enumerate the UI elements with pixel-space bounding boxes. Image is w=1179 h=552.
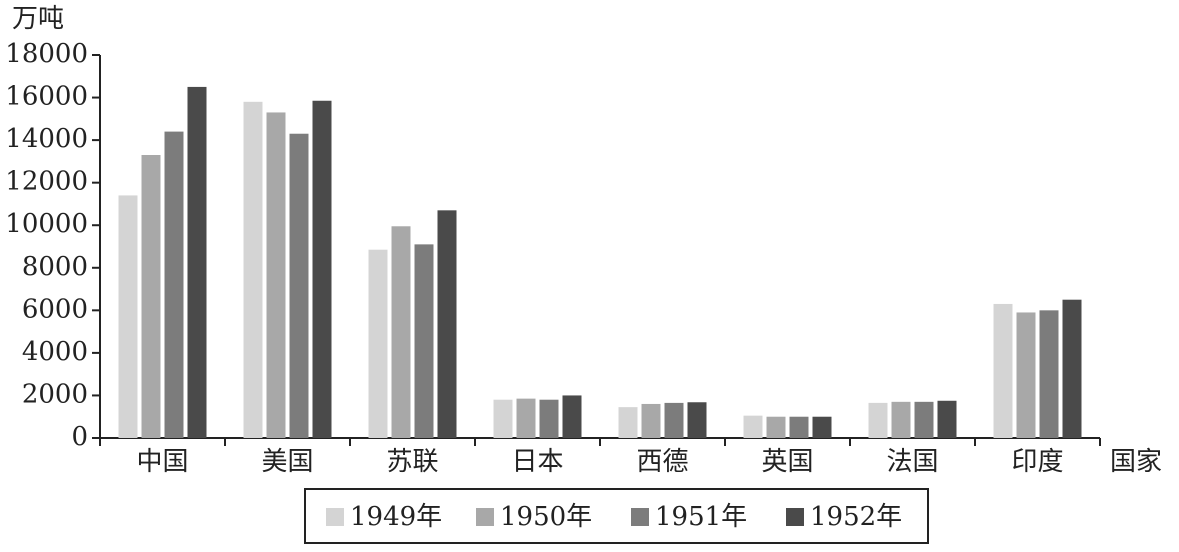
bar	[312, 100, 332, 438]
y-tick-label: 18000	[5, 39, 88, 69]
x-tick-label: 英国	[761, 447, 813, 477]
bar	[539, 399, 559, 438]
legend-swatch	[476, 508, 494, 526]
bar	[789, 416, 809, 438]
bar	[641, 403, 661, 438]
bar	[914, 401, 934, 438]
bar	[562, 395, 582, 438]
bar	[812, 416, 832, 438]
legend-swatch	[326, 508, 344, 526]
y-tick-label: 8000	[22, 252, 88, 282]
bar	[1039, 310, 1059, 438]
x-axis-title: 国家	[1110, 447, 1162, 477]
legend-label: 1952年	[810, 502, 902, 532]
bar	[187, 86, 207, 439]
bar	[368, 249, 388, 438]
bar	[937, 400, 957, 438]
y-tick-label: 12000	[5, 167, 88, 197]
y-tick-label: 4000	[22, 337, 88, 367]
bar	[243, 101, 263, 439]
x-tick-label: 苏联	[386, 447, 438, 477]
bar	[868, 402, 888, 438]
x-tick-label: 法国	[886, 447, 938, 477]
bar	[1062, 299, 1082, 438]
bar	[414, 244, 434, 438]
bar	[141, 155, 161, 438]
bar	[687, 402, 707, 438]
legend-swatch	[786, 508, 804, 526]
bar	[664, 402, 684, 438]
y-tick-label: 2000	[22, 379, 88, 409]
y-axis-title: 万吨	[12, 4, 64, 34]
bar	[118, 195, 138, 438]
bar	[164, 131, 184, 438]
y-tick-label: 6000	[22, 294, 88, 324]
bar	[618, 407, 638, 438]
y-tick-label: 10000	[5, 209, 88, 239]
bar	[743, 415, 763, 438]
x-tick-label: 日本	[511, 447, 563, 477]
legend-label: 1951年	[655, 502, 747, 532]
bar	[993, 303, 1013, 438]
bar	[1016, 312, 1036, 438]
bar	[766, 416, 786, 438]
bar	[437, 210, 457, 438]
legend-box	[304, 488, 929, 544]
bar	[493, 399, 513, 438]
bar	[266, 112, 286, 438]
y-tick-label: 0	[71, 422, 88, 452]
legend-label: 1950年	[500, 502, 592, 532]
x-tick-label: 印度	[1011, 447, 1063, 477]
bar	[391, 226, 411, 438]
x-tick-label: 美国	[261, 447, 313, 477]
bar	[289, 133, 309, 438]
legend-swatch	[631, 508, 649, 526]
legend-label: 1949年	[350, 502, 442, 532]
x-tick-label: 中国	[136, 447, 188, 477]
x-tick-label: 西德	[636, 447, 688, 477]
y-tick-label: 14000	[5, 124, 88, 154]
bar	[516, 398, 536, 438]
y-tick-label: 16000	[5, 82, 88, 112]
bar	[891, 401, 911, 438]
